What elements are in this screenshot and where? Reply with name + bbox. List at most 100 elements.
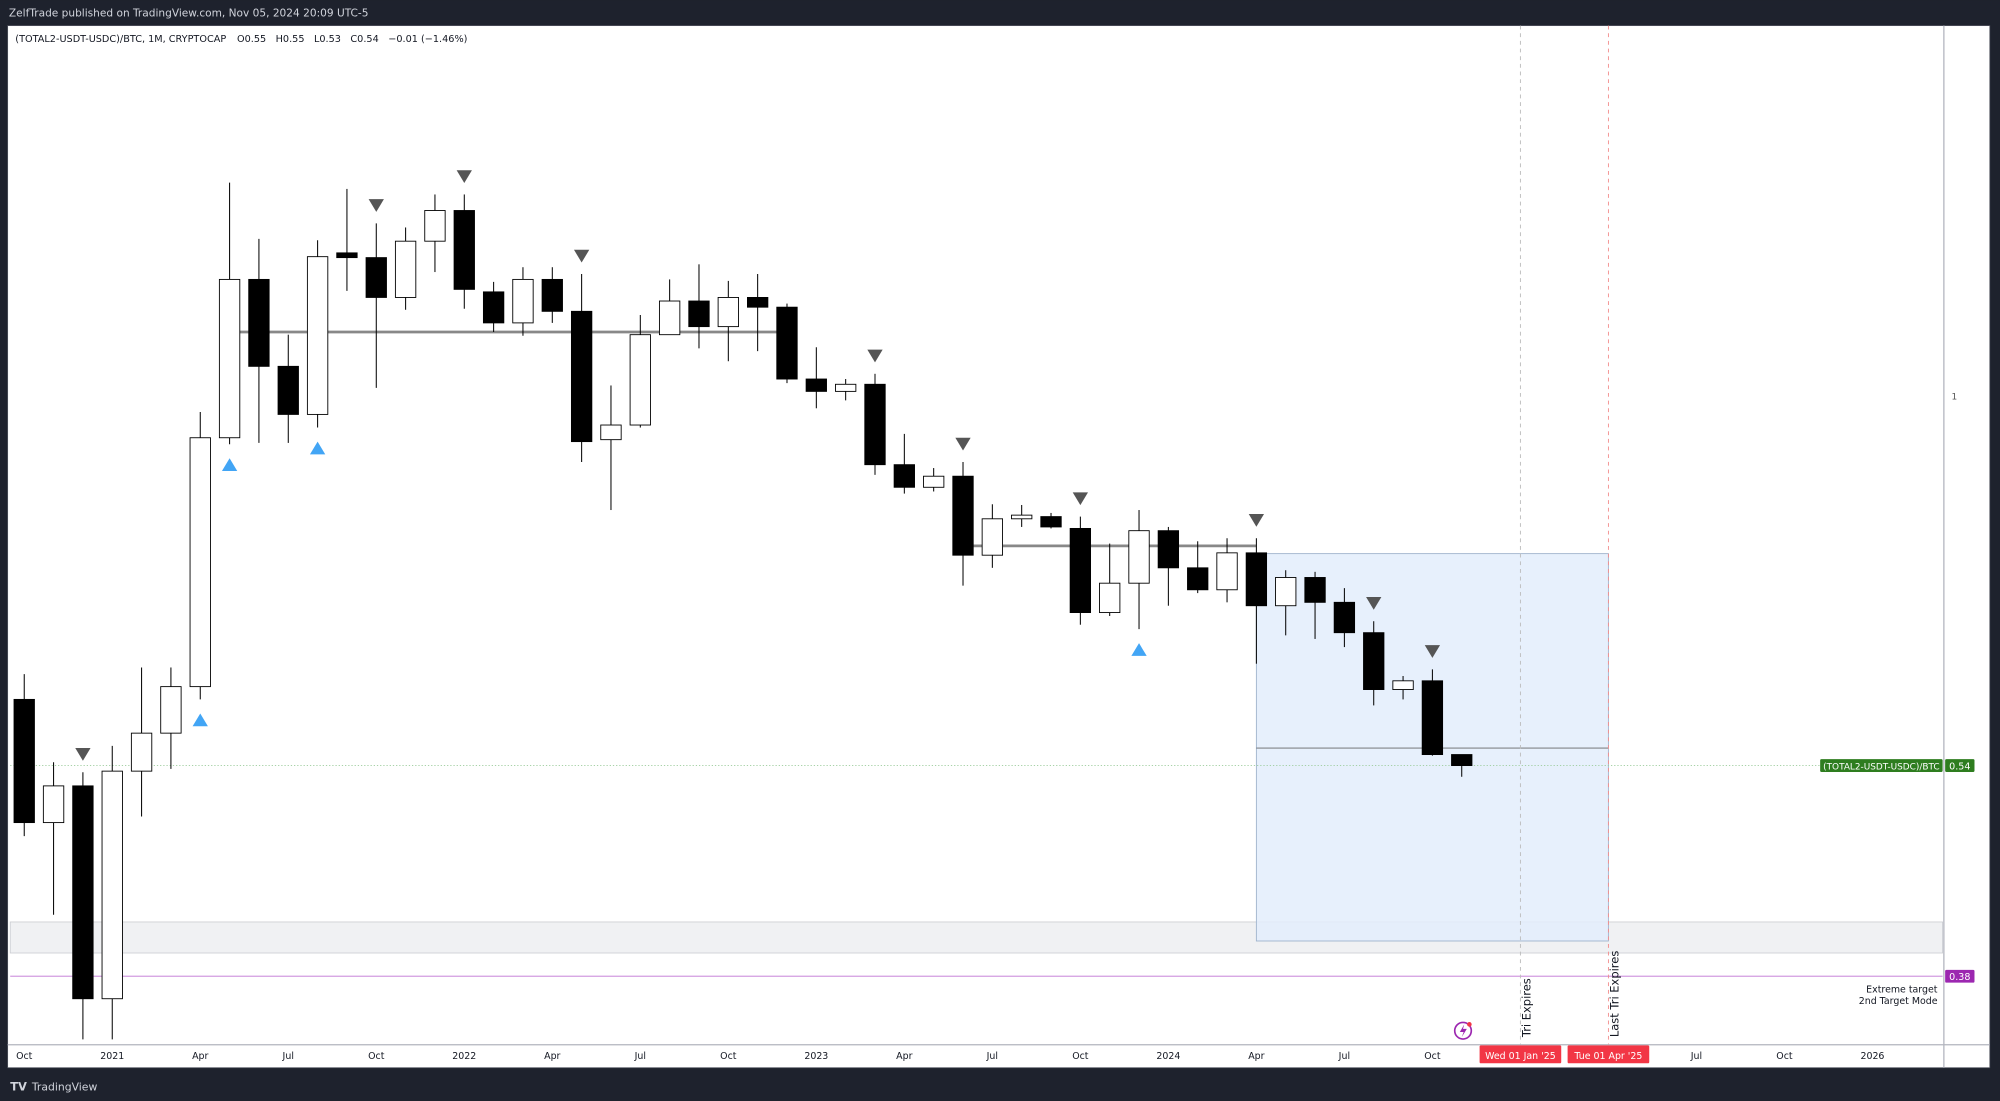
candle-body <box>130 732 153 772</box>
candle <box>42 762 65 915</box>
candle-body <box>277 365 299 415</box>
plot-area[interactable] <box>9 25 1943 1045</box>
candle <box>658 279 681 336</box>
candle <box>805 347 827 409</box>
target-price-badge <box>1945 969 1975 983</box>
candle-body <box>1187 567 1209 591</box>
candle-body <box>306 256 329 415</box>
candle-body <box>570 310 593 443</box>
candle-body <box>394 240 417 298</box>
time-tick[interactable]: 2026 <box>1860 1051 1884 1062</box>
candle-body <box>482 291 505 324</box>
time-tick[interactable]: Apr <box>192 1051 208 1062</box>
time-tick[interactable]: Tue 01 Apr '25 <box>1573 1051 1642 1062</box>
candle-body <box>160 686 182 734</box>
candle <box>952 461 974 586</box>
candle <box>365 223 387 388</box>
time-tick[interactable]: Jul <box>282 1051 294 1062</box>
candle-body <box>1421 680 1444 756</box>
candle <box>160 667 182 769</box>
candle <box>1304 571 1326 639</box>
buy-signal-triangle <box>1131 643 1147 656</box>
candle-body <box>1216 552 1238 591</box>
tradingview-logo[interactable]: TV TradingView <box>10 1080 97 1094</box>
time-tick[interactable]: 2022 <box>452 1051 476 1062</box>
candle-body <box>101 770 123 1000</box>
candle <box>101 745 123 1040</box>
candle <box>512 267 534 336</box>
candle-body <box>805 378 827 392</box>
time-tick[interactable]: Jul <box>634 1051 646 1062</box>
candle <box>541 267 563 323</box>
time-tick[interactable]: Apr <box>1248 1051 1264 1062</box>
time-tick[interactable]: 2023 <box>804 1051 828 1062</box>
candle <box>1333 588 1356 648</box>
candle <box>277 334 299 443</box>
symbol-name-badge <box>1820 759 1943 772</box>
time-tick[interactable]: Oct <box>368 1051 385 1062</box>
candle-body <box>923 475 945 488</box>
candle <box>864 373 886 475</box>
time-tick[interactable]: 2024 <box>1156 1051 1180 1062</box>
candle-body <box>1157 530 1180 569</box>
overlay: Tri Expires Last Tri Expires Extreme targe… <box>1453 759 1975 1040</box>
time-tick[interactable]: Oct <box>1776 1051 1793 1062</box>
candle <box>1069 516 1092 625</box>
time-tick[interactable]: Jul <box>986 1051 998 1062</box>
time-tick[interactable]: Oct <box>1424 1051 1441 1062</box>
candle <box>776 303 798 384</box>
time-tick[interactable]: Jul <box>1690 1051 1702 1062</box>
candle <box>1421 669 1444 756</box>
candle-body <box>835 383 857 392</box>
buy-signal-triangle <box>221 458 238 471</box>
candle-body <box>1451 754 1473 767</box>
candle <box>923 468 945 492</box>
candle-body <box>453 210 475 290</box>
time-tick[interactable]: Oct <box>720 1051 737 1062</box>
candle-body <box>629 334 651 426</box>
sell-signal-triangle <box>75 748 91 761</box>
sell-signal-triangle <box>867 349 883 363</box>
candle-body <box>1304 577 1326 603</box>
time-tick[interactable]: Oct <box>1072 1051 1089 1062</box>
gray-target-zone <box>9 921 1943 954</box>
time-axis[interactable]: Oct 2021 Apr Jul Oct 2022 Apr Jul Oct 2023 Apr Jul O… <box>16 1045 1884 1064</box>
candle <box>688 264 710 349</box>
candle-body <box>541 278 563 312</box>
candle-body <box>1333 601 1356 634</box>
candle-body <box>658 300 681 336</box>
candle-body <box>189 437 211 688</box>
time-tick[interactable]: Apr <box>544 1051 560 1062</box>
sell-signal-triangle <box>1366 596 1382 610</box>
buy-signal-triangle <box>309 441 326 455</box>
candle-body <box>1040 516 1062 528</box>
candle-body <box>13 698 35 824</box>
candle-body <box>717 297 739 328</box>
candle-body <box>72 785 94 1000</box>
target-label-2: 2nd Target Mode <box>1859 996 1938 1007</box>
time-tick[interactable]: Wed 01 Jan '25 <box>1485 1051 1556 1062</box>
expiry-label: Last Tri Expires <box>1608 951 1622 1037</box>
candle <box>747 274 769 352</box>
candle-body <box>1128 530 1150 584</box>
candle <box>717 280 739 362</box>
candle <box>189 411 211 700</box>
time-tick[interactable]: Oct <box>16 1051 33 1062</box>
candle <box>72 772 94 1040</box>
sell-signal-triangle <box>456 170 472 183</box>
candle-body <box>1275 577 1297 607</box>
time-tick[interactable]: Jul <box>1338 1051 1350 1062</box>
legend-change: −0.01 (−1.46%) <box>388 34 467 45</box>
time-tick[interactable]: 2021 <box>100 1051 124 1062</box>
lightning-event-icon <box>1453 1021 1473 1040</box>
date-badge <box>1479 1045 1562 1064</box>
candle <box>1187 541 1209 594</box>
candle <box>981 504 1003 568</box>
candle <box>394 227 417 310</box>
candle <box>1245 538 1268 664</box>
time-tick[interactable]: Apr <box>896 1051 912 1062</box>
sell-signal-triangle <box>573 249 590 263</box>
candle <box>13 674 35 837</box>
price-tick: 1 <box>1952 392 1958 402</box>
candle-body <box>1099 582 1121 614</box>
